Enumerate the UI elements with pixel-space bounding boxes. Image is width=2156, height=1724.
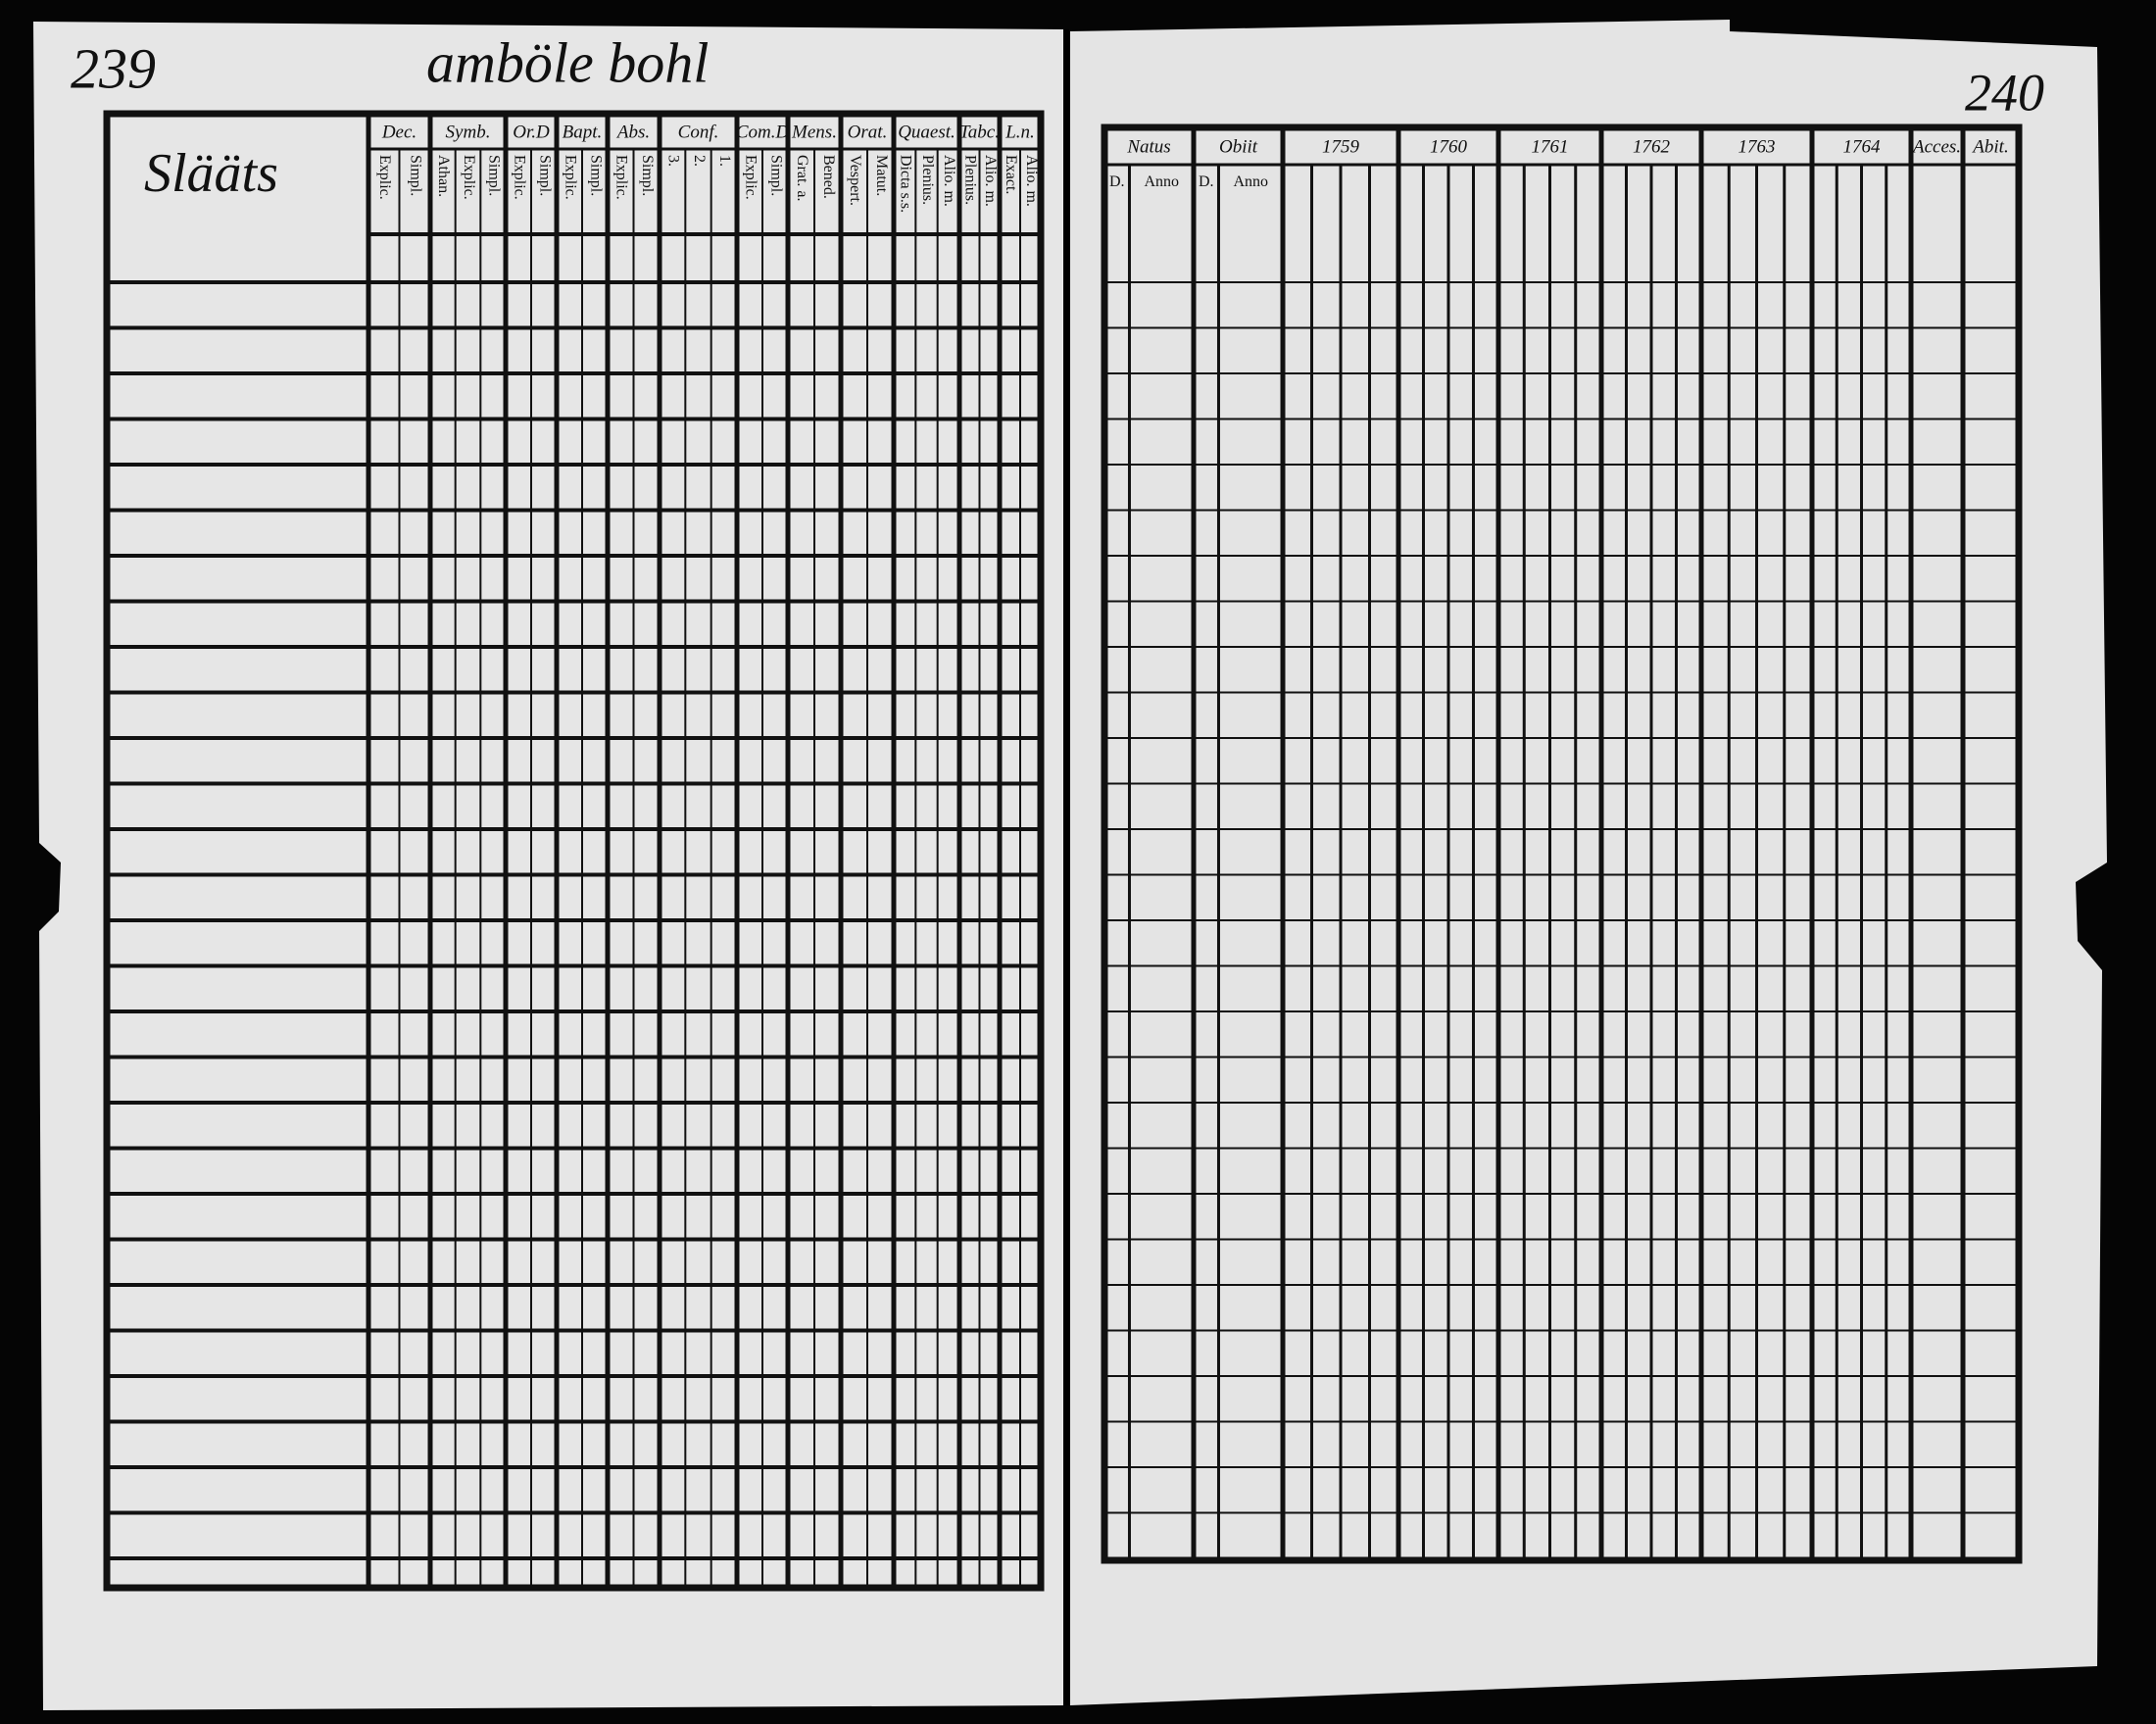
sub-label: Bened. — [820, 155, 837, 199]
sub-label: Anno — [1144, 173, 1179, 190]
right-page — [1070, 20, 2107, 1705]
sub-label: Simpl. — [587, 155, 604, 196]
sub-label: Simpl. — [485, 155, 502, 196]
sub-label: Explic. — [742, 155, 759, 200]
left-page — [33, 22, 1063, 1710]
column-label: Tabc. — [959, 122, 1000, 142]
sub-label: Explic. — [511, 155, 527, 200]
sub-label: Simpl. — [408, 155, 424, 196]
sub-label: 2. — [691, 155, 708, 167]
column-label: 1761 — [1532, 136, 1569, 157]
sub-label: Grat. a. — [794, 155, 810, 202]
sub-label: Alio. m. — [982, 155, 999, 207]
sub-label: Explic. — [461, 155, 477, 200]
column-label: 1760 — [1430, 136, 1468, 157]
sub-label: Simpl. — [639, 155, 656, 196]
column-label: 1763 — [1739, 136, 1776, 157]
sub-label: Exact. — [1003, 155, 1019, 194]
column-label: Quaest. — [898, 122, 956, 142]
sub-label: Explic. — [613, 155, 630, 200]
sub-label: Simpl. — [536, 155, 553, 196]
sub-label: Plenius. — [919, 155, 936, 205]
sub-label: Alio. m. — [941, 155, 957, 207]
sub-label: Alio. m. — [1023, 155, 1040, 207]
column-label: Obiit — [1219, 136, 1258, 157]
column-label: 1764 — [1843, 136, 1882, 157]
column-label: Dec. — [381, 122, 416, 142]
heading: amböle bohl — [426, 30, 709, 94]
sub-label: Plenius. — [962, 155, 979, 205]
column-label: Or.D — [513, 122, 550, 142]
name-header: Slääts — [144, 143, 278, 204]
column-label: Mens. — [791, 122, 837, 142]
sub-label: D. — [1109, 173, 1125, 190]
column-label: Abs. — [615, 122, 650, 142]
column-label: Conf. — [678, 122, 719, 142]
column-label: Bapt. — [563, 122, 603, 142]
sub-label: D. — [1199, 173, 1214, 190]
sub-label: 3. — [664, 155, 681, 167]
sub-label: Anno — [1233, 173, 1268, 190]
column-label: 1759 — [1322, 136, 1360, 157]
column-label: 1762 — [1633, 136, 1671, 157]
page-number: 239 — [71, 36, 156, 100]
sub-label: Vespert. — [847, 155, 863, 206]
sub-label: Explic. — [562, 155, 578, 200]
column-label: L.n. — [1004, 122, 1035, 142]
table-border — [103, 110, 1045, 1592]
column-label: Acces. — [1911, 136, 1961, 157]
page-number: 240 — [1965, 63, 2044, 122]
column-label: Orat. — [848, 122, 888, 142]
sub-label: 1. — [716, 155, 733, 167]
column-label: Natus — [1126, 136, 1170, 157]
column-label: Com.D — [736, 122, 790, 142]
sub-label: Athan. — [435, 155, 452, 197]
sub-label: Explic. — [376, 155, 393, 200]
column-label: Symb. — [446, 122, 491, 142]
sub-label: Dicta s.s. — [897, 155, 913, 213]
column-label: Abit. — [1971, 136, 2008, 157]
sub-label: Matut. — [873, 155, 890, 196]
sub-label: Simpl. — [767, 155, 784, 196]
